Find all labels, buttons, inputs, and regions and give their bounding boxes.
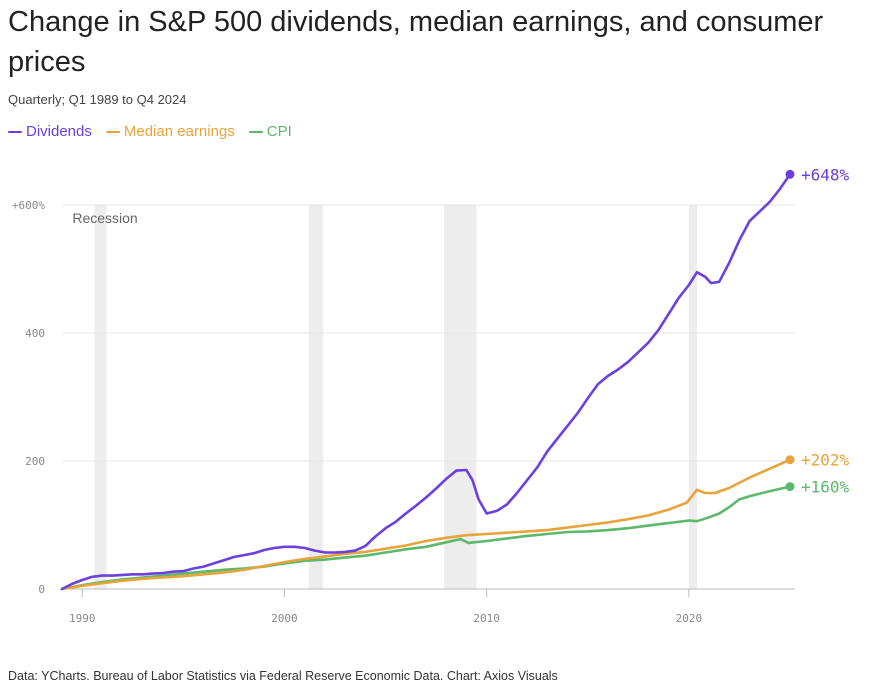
x-tick-label-0: 1990	[69, 612, 96, 625]
chart-subtitle: Quarterly; Q1 1989 to Q4 2024	[8, 92, 187, 107]
x-tick-label-3: 2020	[676, 612, 703, 625]
end-dot-median-earnings	[785, 455, 795, 465]
chart-source: Data: YCharts. Bureau of Labor Statistic…	[8, 669, 558, 683]
end-label-cpi: +160%	[801, 478, 850, 497]
line-chart: Recession 0 200 400 +600% 1990 2000 2010 2020 +…	[12, 165, 850, 625]
y-tick-label-1: 200	[25, 455, 45, 468]
y-tick-label-3: +600%	[12, 199, 45, 212]
y-tick-label-2: 400	[25, 327, 45, 340]
legend-item-dividends: Dividends	[8, 123, 92, 140]
recession-band-1	[308, 205, 323, 589]
recession-band-0	[94, 205, 107, 589]
x-tick-label-2: 2010	[473, 612, 500, 625]
legend-item-median-earnings: Median earnings	[105, 123, 235, 140]
legend-label-median-earnings: Median earnings	[123, 123, 235, 140]
end-label-dividends: +648%	[801, 165, 850, 184]
chart-legend: Dividends Median earnings CPI	[8, 123, 292, 140]
recession-bands: Recession	[72, 205, 697, 589]
series-lines	[60, 173, 792, 591]
recession-label: Recession	[72, 210, 137, 226]
legend-swatch-median-earnings	[105, 130, 120, 133]
series-line-cpi	[60, 485, 792, 591]
legend-swatch-cpi	[248, 130, 263, 133]
y-tick-label-0: 0	[38, 583, 45, 596]
end-labels: +160% +202% +648%	[785, 165, 850, 497]
legend-item-cpi: CPI	[248, 123, 292, 140]
legend-label-dividends: Dividends	[26, 123, 92, 140]
gridlines	[62, 204, 795, 590]
legend-label-cpi: CPI	[266, 123, 292, 140]
series-line-dividends	[60, 173, 792, 591]
axis-ticks: 0 200 400 +600% 1990 2000 2010 2020	[12, 199, 702, 625]
end-dot-cpi	[785, 482, 795, 492]
series-line-median-earnings	[60, 458, 792, 591]
recession-band-2	[444, 205, 477, 589]
recession-band-3	[688, 205, 697, 589]
end-dot-dividends	[785, 169, 795, 179]
end-label-median-earnings: +202%	[801, 451, 850, 470]
legend-swatch-dividends	[8, 130, 22, 133]
chart-title: Change in S&P 500 dividends, median earn…	[8, 6, 824, 78]
x-tick-label-1: 2000	[271, 612, 298, 625]
